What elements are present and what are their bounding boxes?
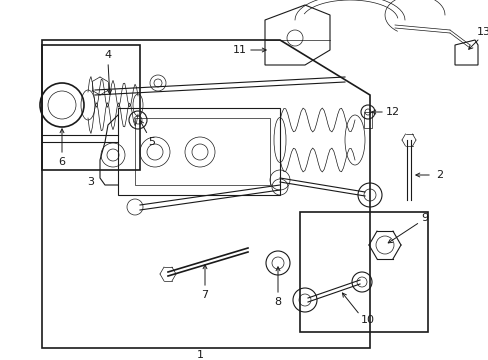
Text: 2: 2 (436, 170, 443, 180)
Bar (118, 108, 280, 195)
Bar (299, 212, 427, 332)
Text: 9: 9 (421, 213, 427, 223)
Text: 13: 13 (476, 27, 488, 37)
Text: 8: 8 (274, 297, 281, 307)
Bar (42, 45, 140, 170)
Text: 3: 3 (87, 177, 94, 187)
Bar (135, 118, 269, 185)
Text: 11: 11 (232, 45, 246, 55)
Bar (363, 112, 371, 128)
Text: 4: 4 (104, 50, 111, 60)
Text: 5: 5 (148, 137, 155, 147)
Text: 1: 1 (196, 350, 203, 360)
Text: 10: 10 (360, 315, 374, 325)
Text: 7: 7 (201, 290, 208, 300)
Text: 6: 6 (59, 157, 65, 167)
Text: 12: 12 (385, 107, 399, 117)
